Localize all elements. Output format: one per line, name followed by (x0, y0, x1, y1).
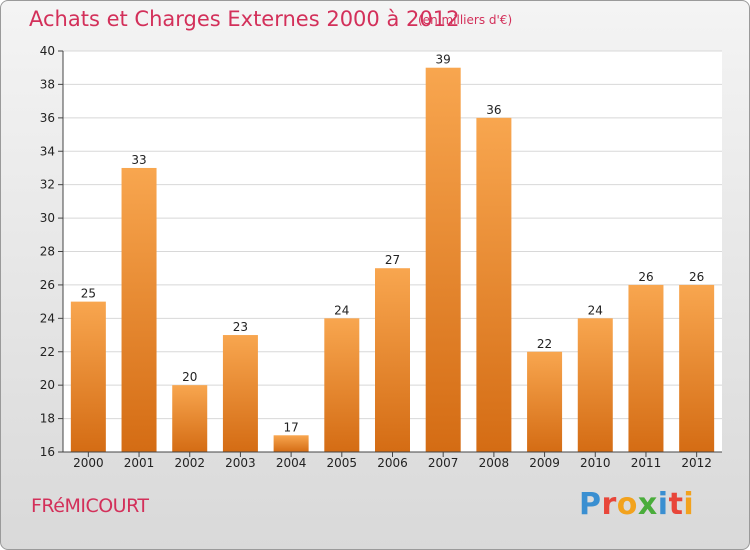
x-tick-label: 2012 (681, 456, 712, 470)
y-tick-label: 22 (40, 345, 55, 359)
x-tick-label: 2007 (428, 456, 459, 470)
data-label: 36 (486, 103, 501, 117)
bar (121, 167, 157, 453)
data-label: 39 (436, 53, 451, 67)
chart-subtitle: (en milliers d'€) (418, 13, 513, 27)
bar (527, 351, 563, 452)
logo-letter: o (616, 487, 638, 522)
bar (375, 268, 410, 452)
data-label: 26 (638, 270, 653, 284)
data-label: 33 (131, 153, 146, 167)
x-tick-label: 2003 (225, 456, 256, 470)
data-label: 27 (385, 253, 400, 267)
data-label: 20 (182, 370, 197, 384)
x-tick-label: 2005 (327, 456, 358, 470)
bar (324, 318, 360, 452)
x-tick-label: 2001 (124, 456, 155, 470)
y-axis-tick-labels: 16 18 20 22 24 26 28 30 32 34 36 38 40 (40, 44, 55, 459)
x-tick-label: 2004 (276, 456, 307, 470)
x-tick-label: 2009 (529, 456, 560, 470)
bar (679, 284, 715, 452)
bar (628, 284, 664, 452)
bar (222, 335, 258, 452)
chart-title: Achats et Charges Externes 2000 à 2012 (29, 7, 460, 31)
y-tick-label: 18 (40, 412, 55, 426)
x-tick-label: 2000 (73, 456, 104, 470)
logo-letter: P (579, 487, 602, 522)
bars (70, 67, 715, 453)
bar (273, 435, 309, 452)
data-label: 17 (283, 420, 298, 434)
axes (58, 50, 722, 457)
y-tick-label: 30 (40, 211, 55, 225)
y-tick-label: 34 (40, 144, 55, 158)
logo-letter: r (601, 487, 617, 522)
y-tick-label: 40 (40, 44, 55, 58)
data-label: 24 (334, 303, 349, 317)
data-label: 23 (233, 320, 248, 334)
y-tick-label: 20 (40, 378, 55, 392)
y-tick-label: 38 (40, 77, 55, 91)
x-tick-label: 2006 (377, 456, 408, 470)
y-tick-label: 24 (40, 311, 55, 325)
logo-letter: x (637, 487, 658, 522)
logo-letter: i (683, 487, 695, 522)
y-tick-label: 28 (40, 245, 55, 259)
bar (425, 67, 461, 452)
x-tick-label: 2008 (479, 456, 510, 470)
proxiti-logo: Proxiti (579, 487, 694, 522)
data-label: 24 (588, 303, 603, 317)
data-label: 22 (537, 337, 552, 351)
place-name: FRéMICOURT (31, 495, 149, 517)
y-tick-label: 32 (40, 178, 55, 192)
x-tick-label: 2011 (631, 456, 662, 470)
x-tick-label: 2002 (174, 456, 205, 470)
bar (172, 385, 208, 452)
bar (70, 301, 106, 452)
logo-letter: t (668, 487, 684, 522)
data-label: 25 (81, 287, 96, 301)
logo-letter: i (657, 487, 669, 522)
data-label: 26 (689, 270, 704, 284)
bar (577, 318, 613, 452)
x-axis-tick-labels: 2000 2001 2002 2003 2004 2005 2006 2007 2008 2009… (73, 456, 712, 470)
y-tick-label: 36 (40, 111, 55, 125)
data-labels: 25 33 20 23 17 24 27 39 36 22 24 26 26 (81, 53, 705, 435)
x-tick-label: 2010 (580, 456, 611, 470)
y-tick-label: 26 (40, 278, 55, 292)
bar (476, 117, 512, 452)
y-tick-label: 16 (40, 445, 55, 459)
